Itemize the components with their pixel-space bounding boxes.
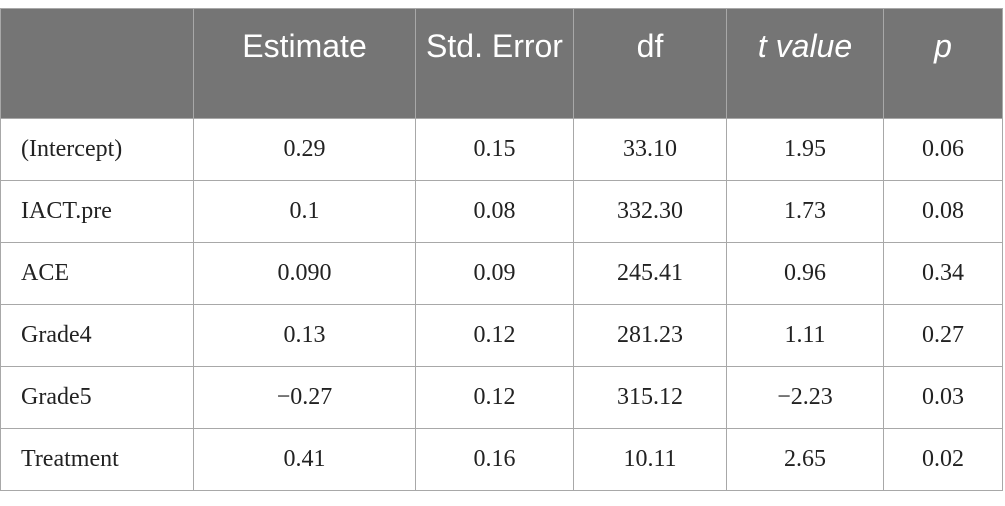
cell-p: 0.06	[883, 118, 1003, 181]
header-row: Estimate Std. Error df t value p	[0, 8, 1003, 119]
cell-df: 332.30	[573, 180, 727, 243]
header-cell-std-error: Std. Error	[415, 8, 574, 119]
table-body: (Intercept) 0.29 0.15 33.10 1.95 0.06 IA…	[0, 118, 1003, 491]
cell-df: 245.41	[573, 242, 727, 305]
cell-p: 0.27	[883, 304, 1003, 367]
cell-df: 281.23	[573, 304, 727, 367]
cell-estimate: 0.1	[193, 180, 416, 243]
cell-std-error: 0.12	[415, 366, 574, 429]
cell-df: 33.10	[573, 118, 727, 181]
cell-p: 0.08	[883, 180, 1003, 243]
row-label: (Intercept)	[0, 118, 194, 181]
cell-df: 315.12	[573, 366, 727, 429]
header-cell-p: p	[883, 8, 1003, 119]
cell-estimate: 0.29	[193, 118, 416, 181]
header-cell-df: df	[573, 8, 727, 119]
cell-std-error: 0.09	[415, 242, 574, 305]
row-label: Treatment	[0, 428, 194, 491]
results-table: Estimate Std. Error df t value p (Interc…	[0, 8, 1003, 491]
cell-t-value: −2.23	[726, 366, 884, 429]
row-label: ACE	[0, 242, 194, 305]
header-cell-t-value: t value	[726, 8, 884, 119]
cell-p: 0.02	[883, 428, 1003, 491]
cell-std-error: 0.12	[415, 304, 574, 367]
table-row: IACT.pre 0.1 0.08 332.30 1.73 0.08	[0, 180, 1003, 243]
cell-p: 0.03	[883, 366, 1003, 429]
row-label: Grade4	[0, 304, 194, 367]
cell-p: 0.34	[883, 242, 1003, 305]
table-row: ACE 0.090 0.09 245.41 0.96 0.34	[0, 242, 1003, 305]
cell-t-value: 2.65	[726, 428, 884, 491]
cell-estimate: 0.13	[193, 304, 416, 367]
row-label: Grade5	[0, 366, 194, 429]
header-cell-estimate: Estimate	[193, 8, 416, 119]
cell-estimate: 0.41	[193, 428, 416, 491]
cell-estimate: −0.27	[193, 366, 416, 429]
cell-t-value: 0.96	[726, 242, 884, 305]
cell-t-value: 1.11	[726, 304, 884, 367]
table-row: (Intercept) 0.29 0.15 33.10 1.95 0.06	[0, 118, 1003, 181]
header-cell-empty	[0, 8, 194, 119]
cell-std-error: 0.08	[415, 180, 574, 243]
results-table-container: Estimate Std. Error df t value p (Interc…	[0, 8, 1003, 491]
cell-df: 10.11	[573, 428, 727, 491]
cell-t-value: 1.95	[726, 118, 884, 181]
cell-estimate: 0.090	[193, 242, 416, 305]
cell-std-error: 0.16	[415, 428, 574, 491]
row-label: IACT.pre	[0, 180, 194, 243]
table-header: Estimate Std. Error df t value p	[0, 8, 1003, 119]
cell-std-error: 0.15	[415, 118, 574, 181]
table-row: Grade4 0.13 0.12 281.23 1.11 0.27	[0, 304, 1003, 367]
table-row: Treatment 0.41 0.16 10.11 2.65 0.02	[0, 428, 1003, 491]
table-row: Grade5 −0.27 0.12 315.12 −2.23 0.03	[0, 366, 1003, 429]
cell-t-value: 1.73	[726, 180, 884, 243]
